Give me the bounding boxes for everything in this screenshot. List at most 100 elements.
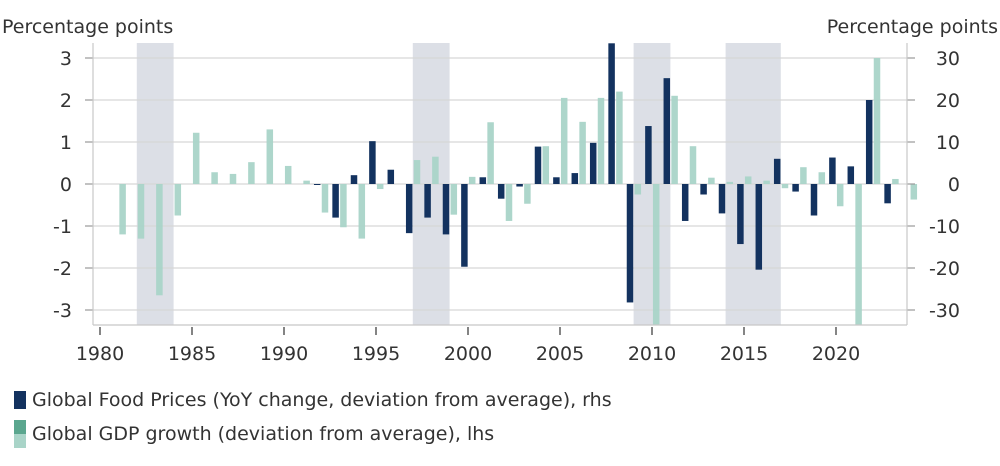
bar-gdp-1982 xyxy=(137,184,145,239)
right-tick-label: -10 xyxy=(929,216,960,238)
bar-food-2012 xyxy=(681,184,689,221)
bar-gdp-2024 xyxy=(910,184,918,200)
x-tick-label: 1990 xyxy=(260,343,308,365)
bar-food-2019 xyxy=(810,184,818,216)
right-axis-label: Percentage points xyxy=(827,16,998,38)
legend-swatch-gdp xyxy=(14,420,26,448)
left-tick-label: 3 xyxy=(60,48,72,70)
bar-gdp-1981 xyxy=(119,184,126,235)
bar-gdp-1994 xyxy=(358,184,366,239)
bar-food-2022 xyxy=(865,100,873,184)
bar-gdp-2001 xyxy=(487,122,494,184)
bar-food-2004 xyxy=(534,146,542,184)
bar-food-1993 xyxy=(332,184,339,218)
bar-food-2010 xyxy=(645,126,652,184)
bar-gdp-1995 xyxy=(376,184,384,190)
bar-gdp-2002 xyxy=(505,184,513,221)
right-tick-label: -20 xyxy=(929,258,960,280)
bar-food-2007 xyxy=(589,142,597,184)
x-tick-label: 1980 xyxy=(76,343,124,365)
bar-gdp-2013 xyxy=(708,177,715,184)
legend: Global Food Prices (YoY change, deviatio… xyxy=(14,383,612,451)
right-tick-label: 10 xyxy=(936,132,960,154)
bar-gdp-1989 xyxy=(266,129,274,184)
bar-food-2016 xyxy=(755,184,763,270)
bar-gdp-2003 xyxy=(524,184,531,204)
legend-swatch-food xyxy=(14,391,26,409)
bar-gdp-2006 xyxy=(579,121,586,184)
bar-gdp-1986 xyxy=(211,172,218,184)
bar-gdp-1992 xyxy=(321,184,329,213)
bar-gdp-1990 xyxy=(284,165,292,184)
bar-food-1992 xyxy=(313,184,321,185)
bar-food-2003 xyxy=(516,184,523,187)
bar-food-2011 xyxy=(663,78,671,184)
bar-food-2013 xyxy=(700,184,707,195)
x-tick-label: 2015 xyxy=(720,343,768,365)
bar-gdp-1984 xyxy=(174,184,182,216)
x-tick-label: 2010 xyxy=(628,343,676,365)
bar-gdp-2012 xyxy=(689,146,697,184)
bars xyxy=(119,43,918,325)
bar-gdp-2019 xyxy=(818,172,826,184)
bar-food-1998 xyxy=(424,184,431,218)
left-tick-label: 2 xyxy=(60,90,72,112)
bar-gdp-2010 xyxy=(652,184,660,325)
bar-gdp-2015 xyxy=(744,176,752,184)
bar-gdp-2016 xyxy=(763,180,770,184)
bar-gdp-2014 xyxy=(726,181,734,184)
bar-gdp-2005 xyxy=(560,97,568,184)
x-tick-label: 2005 xyxy=(536,343,584,365)
legend-label-food: Global Food Prices (YoY change, deviatio… xyxy=(32,389,612,411)
right-tick-label: 30 xyxy=(936,48,960,70)
bar-gdp-1983 xyxy=(156,184,163,296)
bar-gdp-2007 xyxy=(597,97,605,184)
bar-gdp-2004 xyxy=(542,146,550,184)
bar-gdp-2008 xyxy=(616,91,623,184)
bar-gdp-2000 xyxy=(468,176,476,184)
left-tick-label: 0 xyxy=(60,174,72,196)
bar-food-2008 xyxy=(608,43,615,184)
bar-gdp-1987 xyxy=(229,173,237,184)
legend-label-gdp: Global GDP growth (deviation from averag… xyxy=(32,423,495,445)
bar-food-1994 xyxy=(350,175,358,184)
bar-gdp-1991 xyxy=(303,180,310,184)
gridlines xyxy=(93,57,907,311)
bar-gdp-1988 xyxy=(248,162,255,184)
bar-gdp-2011 xyxy=(671,95,678,184)
left-tick-label: 1 xyxy=(60,132,72,154)
bar-food-2009 xyxy=(626,184,634,303)
left-tick-label: -3 xyxy=(53,300,72,322)
bar-gdp-1985 xyxy=(192,132,200,184)
bar-food-2014 xyxy=(718,184,726,214)
bar-food-2005 xyxy=(553,177,560,184)
x-tick-label: 1995 xyxy=(352,343,400,365)
legend-item-gdp: Global GDP growth (deviation from averag… xyxy=(14,417,612,451)
bar-gdp-2021 xyxy=(855,184,862,325)
bar-gdp-1993 xyxy=(340,184,347,228)
bar-gdp-2009 xyxy=(634,184,642,195)
bar-food-2021 xyxy=(847,166,855,184)
x-tick-label: 2000 xyxy=(444,343,492,365)
bar-food-2015 xyxy=(737,184,744,245)
bar-food-1996 xyxy=(387,169,395,184)
right-tick-label: -30 xyxy=(929,300,960,322)
bar-food-2018 xyxy=(792,184,799,192)
bar-gdp-2020 xyxy=(836,184,844,207)
bar-food-2020 xyxy=(829,157,836,184)
bar-gdp-2018 xyxy=(800,167,807,184)
right-tick-label: 20 xyxy=(936,90,960,112)
bar-gdp-1998 xyxy=(432,156,439,184)
bar-food-1997 xyxy=(405,184,413,234)
right-tick-label: 0 xyxy=(948,174,960,196)
bar-food-2023 xyxy=(884,184,891,204)
bar-food-2000 xyxy=(461,184,468,267)
x-tick-label: 1985 xyxy=(168,343,216,365)
legend-item-food: Global Food Prices (YoY change, deviatio… xyxy=(14,383,612,417)
left-axis-label: Percentage points xyxy=(2,16,173,38)
bar-food-1999 xyxy=(442,184,450,235)
left-tick-label: -1 xyxy=(53,216,72,238)
left-tick-label: -2 xyxy=(53,258,72,280)
